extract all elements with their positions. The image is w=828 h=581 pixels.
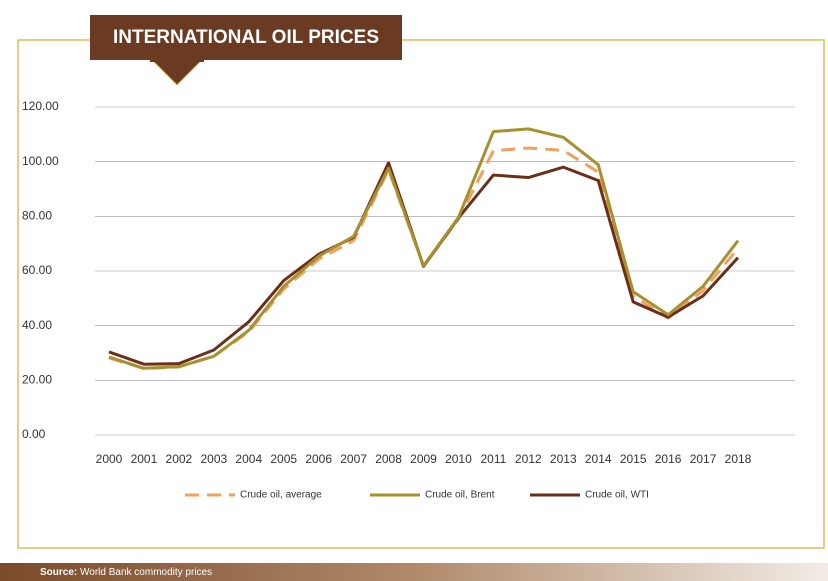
x-tick-label: 2000 [96, 452, 123, 466]
banner-pointer [150, 59, 204, 86]
x-tick-label: 2010 [445, 452, 472, 466]
title-banner [90, 15, 402, 60]
x-tick-label: 2017 [690, 452, 717, 466]
x-tick-label: 2006 [305, 452, 332, 466]
source-text: World Bank commodity prices [80, 567, 212, 578]
x-tick-label: 2002 [166, 452, 193, 466]
x-tick-label: 2009 [410, 452, 437, 466]
y-tick-label: 120.00 [22, 99, 59, 113]
y-tick-label: 60.00 [22, 263, 52, 277]
x-tick-label: 2011 [480, 452, 506, 466]
frame [17, 39, 825, 549]
x-tick-label: 2016 [655, 452, 682, 466]
y-tick-label: 40.00 [22, 318, 52, 332]
x-tick-label: 2003 [200, 452, 227, 466]
y-tick-label: 80.00 [22, 209, 52, 223]
series-line [108, 127, 740, 370]
source: Source: World Bank commodity prices [40, 567, 212, 578]
legend-label: Crude oil, Brent [425, 490, 495, 501]
banner-join [150, 58, 204, 62]
source-label: Source: [40, 567, 77, 578]
y-tick-label: 0.00 [22, 427, 46, 441]
x-tick-label: 2014 [585, 452, 612, 466]
x-tick-label: 2013 [550, 452, 577, 466]
x-tick-label: 2012 [515, 452, 542, 466]
x-tick-label: 2001 [131, 452, 158, 466]
x-tick-label: 2018 [725, 452, 752, 466]
y-tick-label: 100.00 [22, 154, 59, 168]
x-tick-label: 2005 [270, 452, 297, 466]
x-tick-label: 2004 [235, 452, 262, 466]
x-tick-label: 2015 [620, 452, 647, 466]
x-tick-label: 2008 [375, 452, 402, 466]
y-tick-label: 20.00 [22, 373, 52, 387]
chart-title: INTERNATIONAL OIL PRICES [113, 27, 379, 48]
x-tick-label: 2007 [340, 452, 367, 466]
source-bar [0, 563, 828, 581]
legend-label: Crude oil, WTI [585, 490, 649, 501]
series-line [108, 146, 740, 371]
legend-label: Crude oil, average [240, 490, 322, 501]
